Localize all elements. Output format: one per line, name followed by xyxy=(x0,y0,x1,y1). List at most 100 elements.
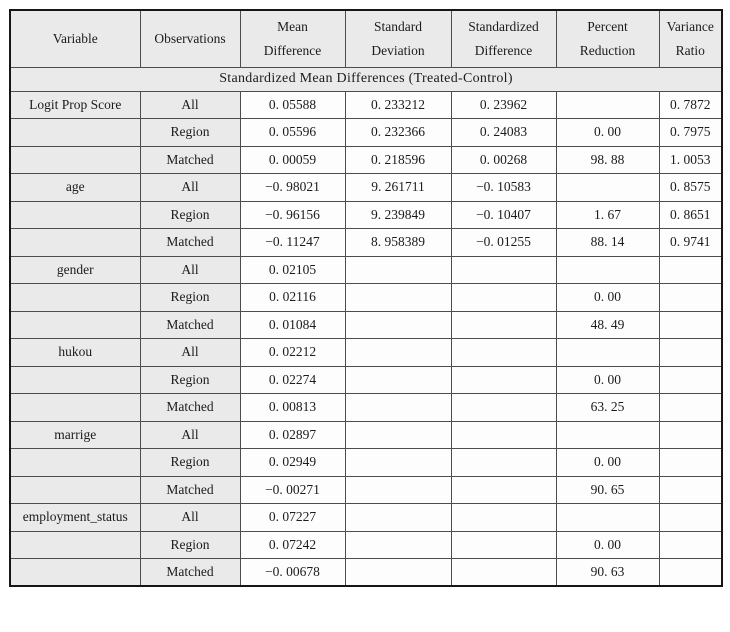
percent-reduction-cell xyxy=(555,90,660,119)
observations-cell: All xyxy=(139,503,241,532)
variance-ratio-cell xyxy=(658,338,723,367)
table-row: Matched 0. 01084 48. 49 xyxy=(9,310,723,339)
percent-reduction-cell: 0. 00 xyxy=(555,118,660,147)
observations-cell: Matched xyxy=(139,393,241,422)
variable-cell xyxy=(9,310,141,339)
table-row: employment_status All 0. 07227 xyxy=(9,503,723,532)
variable-cell xyxy=(9,283,141,312)
table-row: Region 0. 02116 0. 00 xyxy=(9,283,723,312)
percent-reduction-cell: 0. 00 xyxy=(555,448,660,477)
column-header-label: Observations xyxy=(154,30,226,46)
variance-ratio-cell: 0. 8575 xyxy=(658,173,723,202)
percent-reduction-cell: 63. 25 xyxy=(555,393,660,422)
mean-difference-cell: −0. 00678 xyxy=(239,558,346,587)
column-header-label: Reduction xyxy=(579,42,636,58)
standard-deviation-cell xyxy=(344,530,452,559)
observations-cell: Matched xyxy=(139,145,241,174)
variance-ratio-cell: 0. 9741 xyxy=(658,228,723,257)
smd-table: Standardized Mean Differences (Treated-C… xyxy=(9,9,723,587)
standard-deviation-cell: 9. 239849 xyxy=(344,200,452,229)
variance-ratio-cell xyxy=(658,558,723,587)
standard-deviation-cell xyxy=(344,420,452,449)
standard-deviation-cell xyxy=(344,338,452,367)
column-header-label: Mean xyxy=(277,19,308,35)
standardized-difference-cell xyxy=(450,530,557,559)
observations-cell: Matched xyxy=(139,310,241,339)
variance-ratio-cell: 1. 0053 xyxy=(658,145,723,174)
percent-reduction-cell xyxy=(555,338,660,367)
variance-ratio-cell xyxy=(658,530,723,559)
standardized-difference-cell: −0. 01255 xyxy=(450,228,557,257)
mean-difference-cell: 0. 00813 xyxy=(239,393,346,422)
percent-reduction-cell xyxy=(555,255,660,284)
column-header-label: Percent xyxy=(587,19,628,35)
variance-ratio-cell xyxy=(658,475,723,504)
table-row: Region −0. 96156 9. 239849 −0. 10407 1. 67 0.… xyxy=(9,200,723,229)
percent-reduction-cell: 0. 00 xyxy=(555,530,660,559)
variance-ratio-cell: 0. 7872 xyxy=(658,90,723,119)
variable-cell: gender xyxy=(9,255,141,284)
observations-cell: All xyxy=(139,338,241,367)
column-header-label: Standardized xyxy=(468,19,539,35)
standardized-difference-cell xyxy=(450,393,557,422)
table-row: age All −0. 98021 9. 261711 −0. 10583 0. 8575 xyxy=(9,173,723,202)
observations-cell: Region xyxy=(139,118,241,147)
table-row: gender All 0. 02105 xyxy=(9,255,723,284)
column-header-label: Ratio xyxy=(675,42,705,58)
standardized-difference-cell xyxy=(450,448,557,477)
percent-reduction-cell: 1. 67 xyxy=(555,200,660,229)
mean-difference-cell: −0. 96156 xyxy=(239,200,346,229)
column-header-label: Variable xyxy=(52,30,98,46)
standardized-difference-cell xyxy=(450,338,557,367)
variance-ratio-cell xyxy=(658,448,723,477)
standardized-difference-cell xyxy=(450,365,557,394)
title-row: Standardized Mean Differences (Treated-C… xyxy=(9,66,723,92)
standardized-difference-cell xyxy=(450,503,557,532)
variable-cell: hukou xyxy=(9,338,141,367)
header-row: Variable Observations Mean Difference St… xyxy=(9,9,723,68)
variable-cell xyxy=(9,228,141,257)
table-row: Matched −0. 11247 8. 958389 −0. 01255 88. 14… xyxy=(9,228,723,257)
table-row: hukou All 0. 02212 xyxy=(9,338,723,367)
variable-cell: marrige xyxy=(9,420,141,449)
table-title: Standardized Mean Differences (Treated-C… xyxy=(9,66,723,92)
standardized-difference-cell xyxy=(450,310,557,339)
variable-cell xyxy=(9,558,141,587)
column-header-label: Variance xyxy=(666,19,714,35)
mean-difference-cell: 0. 02274 xyxy=(239,365,346,394)
smd-table-container: Standardized Mean Differences (Treated-C… xyxy=(9,9,723,587)
table-title-section: Standardized Mean Differences (Treated-C… xyxy=(9,66,723,92)
mean-difference-cell: 0. 05596 xyxy=(239,118,346,147)
column-header-variance-ratio: Variance Ratio xyxy=(658,9,723,68)
variance-ratio-cell xyxy=(658,503,723,532)
variable-cell: employment_status xyxy=(9,503,141,532)
observations-cell: All xyxy=(139,255,241,284)
column-header-observations: Observations xyxy=(139,9,241,68)
standard-deviation-cell xyxy=(344,393,452,422)
table-row: Region 0. 05596 0. 232366 0. 24083 0. 00 0. 7… xyxy=(9,118,723,147)
mean-difference-cell: −0. 11247 xyxy=(239,228,346,257)
variable-cell: age xyxy=(9,173,141,202)
standardized-difference-cell xyxy=(450,255,557,284)
variable-cell: Logit Prop Score xyxy=(9,90,141,119)
variable-cell xyxy=(9,475,141,504)
variance-ratio-cell xyxy=(658,255,723,284)
standard-deviation-cell xyxy=(344,558,452,587)
variable-cell xyxy=(9,145,141,174)
percent-reduction-cell xyxy=(555,503,660,532)
table-row: Logit Prop Score All 0. 05588 0. 233212 0. 2… xyxy=(9,90,723,119)
column-header-mean-difference: Mean Difference xyxy=(239,9,346,68)
mean-difference-cell: 0. 02116 xyxy=(239,283,346,312)
column-header-label: Standard xyxy=(374,19,422,35)
variable-cell xyxy=(9,393,141,422)
standardized-difference-cell: 0. 24083 xyxy=(450,118,557,147)
standard-deviation-cell xyxy=(344,503,452,532)
percent-reduction-cell: 0. 00 xyxy=(555,365,660,394)
standard-deviation-cell: 8. 958389 xyxy=(344,228,452,257)
standardized-difference-cell xyxy=(450,420,557,449)
column-header-label: Difference xyxy=(263,42,322,58)
standard-deviation-cell: 0. 233212 xyxy=(344,90,452,119)
mean-difference-cell: 0. 02105 xyxy=(239,255,346,284)
variable-cell xyxy=(9,530,141,559)
standardized-difference-cell: −0. 10407 xyxy=(450,200,557,229)
